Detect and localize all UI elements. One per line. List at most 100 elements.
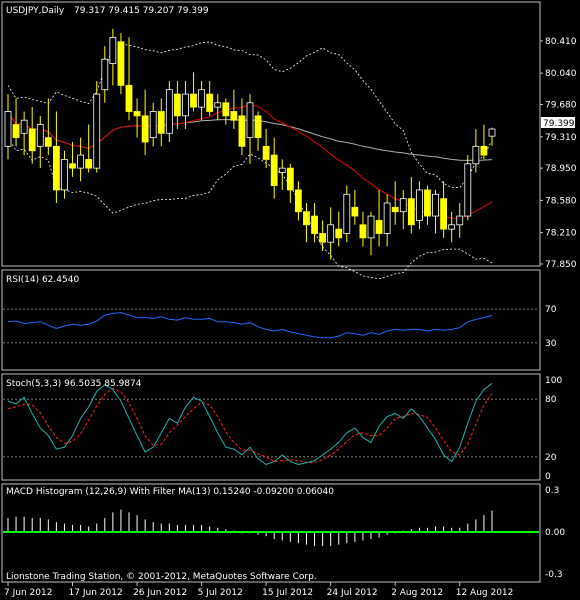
- stoch-tick-label: 0: [545, 472, 551, 482]
- candle-body: [319, 233, 327, 243]
- candle-body: [238, 115, 246, 147]
- candle-body: [367, 215, 375, 239]
- rsi-title: RSI(14) 62.4540: [6, 275, 79, 285]
- candle-body: [286, 167, 294, 191]
- date-tick-label: 5 Jul 2012: [198, 588, 243, 598]
- current-price-tag-box: [541, 117, 575, 128]
- candle-body: [375, 220, 383, 234]
- stoch-tick-label: 20: [545, 453, 557, 463]
- candle-body: [391, 206, 399, 213]
- date-tick-label: 26 Jun 2012: [133, 588, 187, 598]
- candle-body: [117, 41, 125, 86]
- candle-body: [61, 159, 68, 191]
- macd-tick-label: 0.3: [545, 486, 559, 496]
- candle-body: [93, 93, 101, 169]
- date-tick-label: 2 Aug 2012: [391, 588, 443, 598]
- candle-body: [415, 189, 423, 221]
- candle-body: [448, 224, 456, 230]
- rsi-tick-label: 30: [545, 339, 557, 349]
- stoch-panel-frame: [1, 373, 541, 481]
- date-tick-label: 12 Aug 2012: [456, 588, 514, 598]
- stoch-signal-line: [7, 388, 493, 464]
- price-tick-label: 78.950: [545, 164, 577, 174]
- candle-body: [222, 102, 230, 117]
- candle-body: [472, 145, 480, 165]
- ohlc-readout: 79.317 79.415 79.207 79.399: [74, 6, 209, 16]
- candle-body: [77, 154, 84, 169]
- candle-body: [165, 89, 173, 134]
- candle-body: [53, 145, 60, 191]
- stoch-tick-label: 80: [545, 395, 557, 405]
- current-price-tag: 79.399: [543, 119, 575, 129]
- candle-body: [198, 89, 206, 108]
- candle-body: [399, 198, 407, 213]
- candle-body: [407, 198, 415, 226]
- stoch-main-line: [7, 383, 493, 466]
- price-tick-label: 79.310: [545, 133, 577, 143]
- candle-body: [303, 211, 310, 226]
- candle-body: [157, 111, 165, 134]
- symbol-title: USDJPY,Daily: [6, 6, 65, 16]
- candle-body: [101, 58, 109, 91]
- candle-body: [254, 115, 262, 139]
- date-tick-label: 17 Jun 2012: [69, 588, 123, 598]
- candle-body: [28, 128, 36, 152]
- price-panel: [4, 28, 496, 280]
- candle-body: [4, 111, 12, 147]
- candle-body: [432, 193, 439, 217]
- stoch-panel: [3, 383, 539, 466]
- rsi-line: [7, 312, 493, 339]
- bollinger-upper-band: [7, 41, 493, 189]
- date-tick-label: 7 Jun 2012: [4, 588, 52, 598]
- macd-panel-frame: [1, 483, 541, 583]
- candle-body: [335, 228, 343, 239]
- macd-tick-label: -0.3: [545, 570, 563, 580]
- stoch-title: Stoch(5,3,3) 96.5035 85.9874: [6, 379, 142, 389]
- candle-body: [343, 193, 351, 234]
- rsi-tick-label: 70: [545, 305, 557, 315]
- candle-body: [133, 111, 141, 117]
- candle-body: [182, 93, 189, 117]
- candle-body: [359, 224, 367, 239]
- candle-body: [109, 37, 117, 64]
- candle-body: [85, 159, 93, 169]
- candle-body: [246, 102, 254, 139]
- price-tick-label: 80.040: [545, 69, 577, 79]
- price-tick-label: 78.210: [545, 229, 577, 239]
- candle-body: [190, 93, 197, 108]
- candle-body: [311, 215, 318, 234]
- candle-body: [125, 84, 133, 112]
- candle-body: [149, 111, 157, 139]
- candle-body: [173, 93, 181, 117]
- candle-body: [230, 111, 238, 121]
- candle-body: [69, 163, 76, 169]
- macd-tick-label: 0.00: [545, 528, 565, 538]
- copyright-label: Lionstone Trading Station, © 2001-2012, …: [6, 572, 317, 582]
- candle-body: [383, 202, 391, 234]
- candle-body: [294, 189, 302, 213]
- axis-labels: 80.410 80.040 79.680 79.310 78.950 78.580 78.2…: [4, 37, 577, 598]
- rsi-panel-frame: [1, 269, 541, 371]
- candle-body: [270, 154, 278, 186]
- candle-body: [44, 137, 52, 147]
- price-tick-label: 79.680: [545, 101, 577, 111]
- date-tick-label: 24 Jul 2012: [327, 588, 378, 598]
- candle-body: [488, 128, 496, 137]
- candle-body: [262, 145, 270, 160]
- candle-body: [36, 124, 44, 147]
- candle-body: [278, 167, 286, 173]
- candle-body: [351, 206, 359, 217]
- candle-body: [424, 189, 431, 217]
- date-tick-label: 15 Jul 2012: [262, 588, 313, 598]
- candle-body: [480, 145, 488, 156]
- price-tick-label: 78.580: [545, 196, 577, 206]
- candle-body: [464, 163, 472, 217]
- candle-body: [440, 198, 448, 230]
- candle-body: [214, 102, 222, 108]
- bollinger-lower-band: [7, 137, 493, 280]
- candle-body: [141, 115, 149, 143]
- candle-body: [456, 215, 464, 226]
- macd-panel: [3, 509, 539, 546]
- candle-body: [206, 93, 214, 112]
